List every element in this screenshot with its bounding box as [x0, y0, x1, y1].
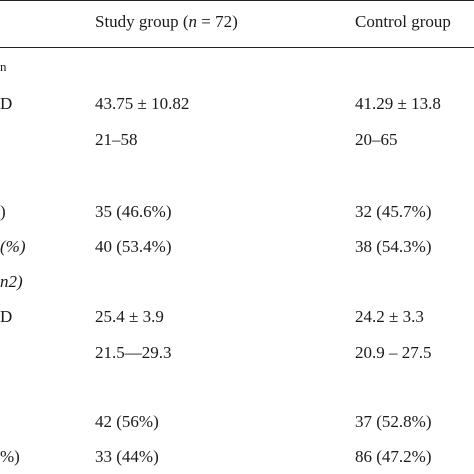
control-group-header: Control group	[355, 12, 451, 31]
study-value-7: 21.5—29.3	[95, 343, 172, 362]
control-value-4: 38 (54.3%)	[355, 237, 432, 256]
control-value-7: 20.9 – 27.5	[355, 343, 432, 362]
study-value-9: 33 (44%)	[95, 447, 159, 466]
row-label-1: D	[0, 94, 13, 113]
study-value-2: 21–58	[95, 130, 138, 149]
control-value-1: 41.29 ± 13.8	[355, 94, 441, 113]
row-label-3: )	[0, 202, 6, 221]
study-value-4: 40 (53.4%)	[95, 237, 172, 256]
table-header-rule	[0, 0, 474, 1]
control-value-9: 86 (47.2%)	[355, 447, 432, 466]
control-value-8: 37 (52.8%)	[355, 412, 432, 431]
control-value-2: 20–65	[355, 130, 398, 149]
study-group-header-suffix: = 72)	[197, 12, 238, 31]
study-value-8: 42 (56%)	[95, 412, 159, 431]
study-value-6: 25.4 ± 3.9	[95, 307, 164, 326]
row-label-4: (%)	[0, 237, 26, 256]
study-value-3: 35 (46.6%)	[95, 202, 172, 221]
row-label-0: n	[0, 59, 7, 74]
row-label-9: %)	[0, 447, 20, 466]
control-value-6: 24.2 ± 3.3	[355, 307, 424, 326]
table-header-bottom-rule	[0, 47, 474, 48]
control-value-3: 32 (45.7%)	[355, 202, 432, 221]
row-label-6: D	[0, 307, 13, 326]
study-group-header-prefix: Study group (	[95, 12, 189, 31]
study-group-header-n: n	[188, 12, 198, 31]
row-label-5: n2)	[0, 272, 23, 291]
study-value-1: 43.75 ± 10.82	[95, 94, 190, 113]
study-group-header: Study group (n = 72)	[95, 12, 238, 32]
